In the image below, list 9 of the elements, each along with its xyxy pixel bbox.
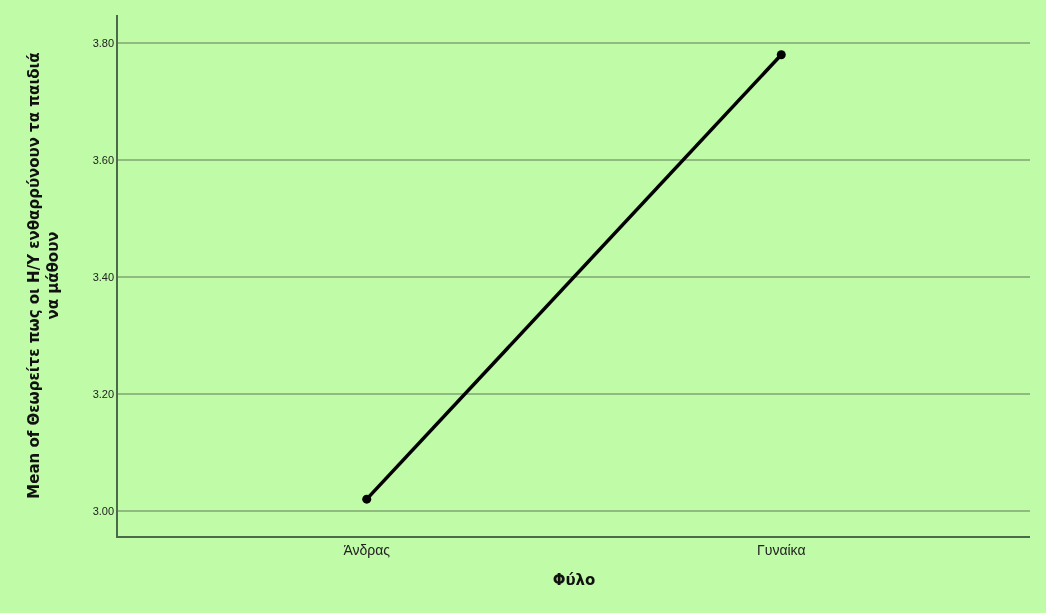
- x-tick-label: Γυναίκα: [757, 541, 806, 558]
- y-tick-label: 3.80: [92, 36, 115, 49]
- y-tick-label: 3.60: [92, 153, 115, 166]
- x-tick-label: Άνδρας: [343, 541, 391, 558]
- y-tick-label: 3.00: [92, 504, 115, 517]
- y-tick-label: 3.20: [92, 387, 115, 400]
- y-tick-label: 3.40: [92, 270, 115, 283]
- x-axis-title: Φύλο: [552, 571, 596, 590]
- y-axis-title: Mean of Θεωρείτε πως οι Η/Υ ενθαρρύνουν τα παιδιά να μάθουν: [24, 52, 63, 499]
